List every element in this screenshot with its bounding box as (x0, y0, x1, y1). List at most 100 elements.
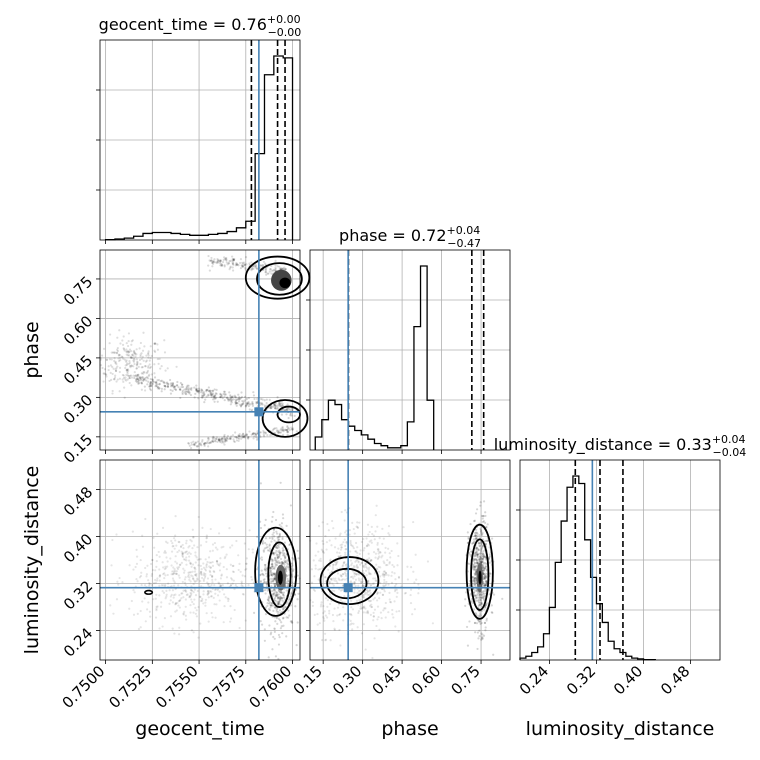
sample-point (272, 551, 275, 554)
sample-point (281, 403, 284, 407)
sample-point (484, 540, 487, 543)
sample-point (211, 392, 214, 395)
sample-point (275, 563, 279, 567)
sample-point (174, 593, 177, 596)
sample-point (480, 561, 484, 564)
sample-point (470, 600, 473, 603)
sample-point (277, 431, 280, 434)
sample-point (480, 591, 484, 594)
sample-point (218, 261, 221, 264)
sample-point (487, 556, 491, 559)
sample-point (360, 577, 363, 581)
sample-point (230, 578, 234, 581)
sample-point (158, 579, 161, 582)
sample-point (250, 267, 253, 271)
sample-point (363, 591, 367, 594)
sample-point (215, 560, 219, 563)
sample-point (219, 393, 222, 396)
sample-point (396, 564, 399, 567)
sample-point (188, 571, 191, 574)
sample-point (344, 613, 347, 616)
sample-point (356, 591, 359, 595)
sample-point (124, 378, 127, 381)
sample-point (190, 592, 193, 595)
sample-point (483, 621, 486, 624)
sample-point (111, 372, 114, 376)
sample-point (278, 555, 281, 558)
sample-point (332, 527, 335, 530)
sample-point (118, 576, 121, 580)
sample-point (355, 550, 358, 553)
sample-point (203, 576, 207, 579)
sample-point (350, 564, 353, 567)
sample-point (214, 592, 217, 595)
sample-point (276, 406, 279, 409)
sample-point (169, 385, 173, 388)
sample-point (236, 402, 239, 405)
sample-point (276, 622, 279, 625)
sample-point (235, 436, 238, 439)
sample-point (174, 560, 177, 563)
sample-point (153, 342, 156, 345)
sample-point (273, 575, 276, 578)
sample-point (240, 434, 243, 437)
sample-point (160, 601, 163, 604)
sample-point (145, 376, 148, 379)
sample-point (164, 574, 167, 577)
sample-point (209, 527, 212, 531)
sample-point (229, 395, 232, 398)
sample-point (231, 266, 234, 269)
sample-point (339, 554, 342, 558)
sample-point (323, 619, 326, 622)
sample-point (472, 541, 476, 544)
sample-point (264, 537, 268, 540)
sample-point (320, 548, 323, 551)
sample-point (183, 391, 186, 394)
sample-point (382, 584, 385, 587)
sample-point (319, 557, 322, 560)
sample-point (213, 603, 216, 606)
sample-point (277, 550, 280, 553)
sample-point (178, 388, 182, 391)
sample-point (485, 603, 488, 606)
sample-point (197, 397, 200, 400)
sample-point (484, 558, 487, 561)
sample-point (349, 575, 353, 579)
sample-point (476, 561, 479, 564)
sample-point (132, 360, 136, 363)
sample-point (236, 398, 239, 401)
sample-point (232, 564, 235, 567)
sample-point (273, 557, 277, 560)
sample-point (115, 351, 119, 354)
sample-point (213, 395, 216, 399)
sample-point (259, 581, 262, 584)
sample-point (274, 599, 277, 602)
sample-point (376, 543, 379, 546)
sample-point (241, 265, 244, 268)
sample-point (201, 439, 204, 442)
sample-point (474, 577, 477, 580)
sample-point (159, 380, 162, 383)
sample-point (364, 562, 367, 565)
sample-point (371, 532, 374, 536)
sample-point (211, 574, 214, 578)
sample-point (482, 556, 485, 559)
sample-point (163, 384, 166, 387)
sample-point (192, 443, 195, 446)
sample-point (384, 583, 388, 586)
sample-point (130, 599, 133, 603)
sample-point (350, 614, 353, 617)
sample-point (332, 577, 335, 580)
sample-point (250, 575, 253, 579)
sample-point (116, 580, 119, 583)
sample-point (128, 375, 131, 378)
sample-point (374, 552, 378, 555)
sample-point (484, 576, 488, 579)
sample-point (179, 388, 182, 391)
sample-point (210, 590, 213, 593)
sample-point (204, 572, 207, 576)
sample-point (475, 531, 478, 534)
sample-point (209, 561, 213, 564)
sample-point (475, 570, 478, 573)
sample-point (473, 621, 477, 624)
